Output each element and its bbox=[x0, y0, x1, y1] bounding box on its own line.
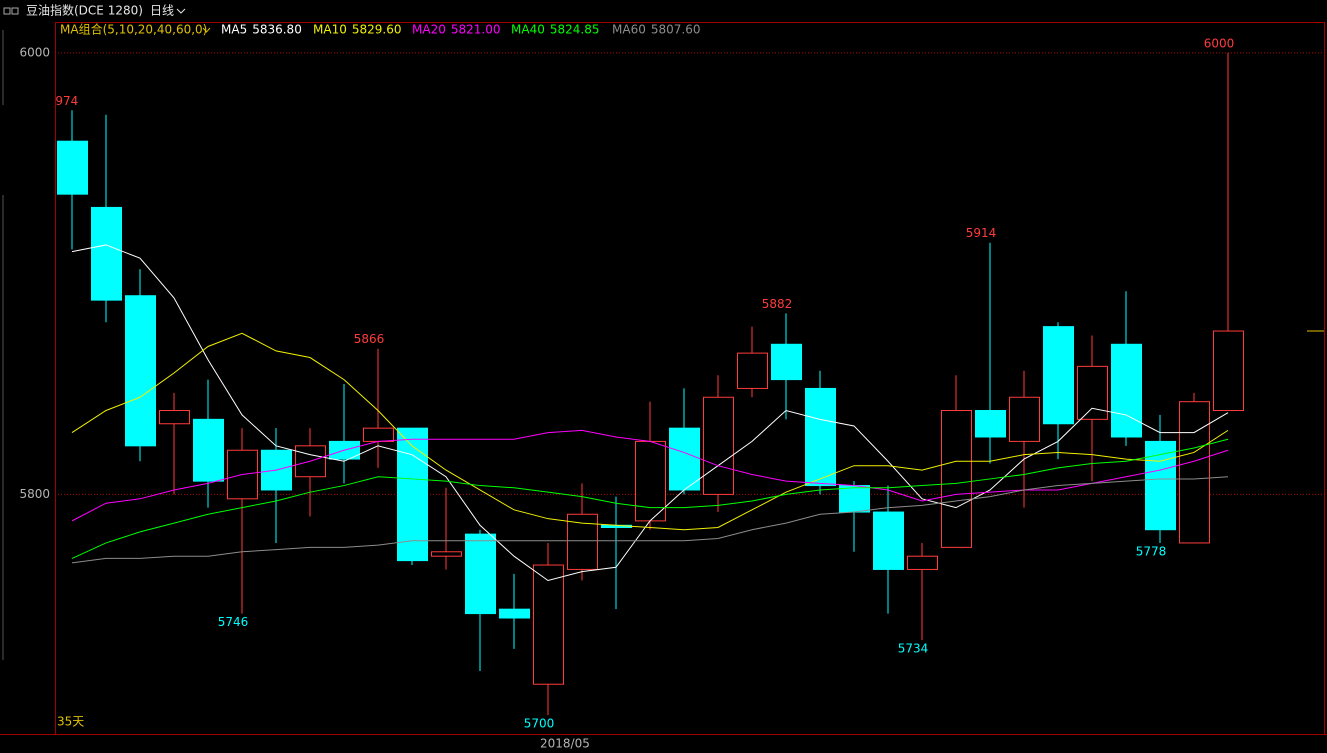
candle-body bbox=[771, 343, 802, 381]
candle-body bbox=[703, 396, 734, 495]
legend-dropdown[interactable] bbox=[202, 27, 211, 33]
x-tick-label: 2018/05 bbox=[540, 737, 590, 751]
legend-name[interactable]: MA60 bbox=[612, 23, 646, 37]
dropdown-arrow[interactable] bbox=[176, 8, 186, 14]
candle-body bbox=[941, 410, 972, 548]
candle-body bbox=[91, 206, 122, 301]
legend-value: 5824.85 bbox=[550, 23, 600, 37]
y-tick-label: 6000 bbox=[19, 45, 50, 59]
legend-name[interactable]: MA10 bbox=[313, 23, 347, 37]
legend-name[interactable]: MA40 bbox=[511, 23, 545, 37]
candle-body bbox=[805, 387, 836, 487]
candle-body bbox=[57, 140, 88, 195]
candle-body bbox=[431, 551, 462, 557]
icon bbox=[3, 7, 11, 15]
legend-value: 5807.60 bbox=[651, 23, 701, 37]
ma-line bbox=[71, 332, 1229, 531]
candle-body bbox=[1043, 326, 1074, 425]
candle-body bbox=[975, 410, 1006, 438]
candle-body bbox=[907, 555, 938, 570]
period-count: 35天 bbox=[57, 715, 84, 729]
period-selector[interactable]: 日线 bbox=[150, 4, 174, 18]
candle-body bbox=[873, 511, 904, 570]
low-label: 5778 bbox=[1136, 544, 1167, 558]
high-label: 5882 bbox=[762, 297, 793, 311]
legend-name[interactable]: MA20 bbox=[412, 23, 446, 37]
legend-value: 5829.60 bbox=[352, 23, 402, 37]
candle-body bbox=[499, 608, 530, 619]
candle-body bbox=[1009, 396, 1040, 442]
ma-line bbox=[71, 429, 1229, 522]
candle-body bbox=[125, 295, 156, 447]
ma-line bbox=[71, 476, 1229, 564]
low-label: 5734 bbox=[898, 642, 929, 656]
chart-title: 豆油指数(DCE 1280) bbox=[26, 3, 143, 18]
candle-body bbox=[363, 427, 394, 442]
candle-body bbox=[1213, 330, 1244, 412]
legend-name[interactable]: MA5 bbox=[221, 23, 247, 37]
ma-line bbox=[71, 244, 1229, 582]
candle-body bbox=[1111, 343, 1142, 438]
legend-value: 5821.00 bbox=[451, 23, 501, 37]
low-label: 5700 bbox=[524, 717, 555, 731]
candle-body bbox=[567, 513, 598, 570]
high-label: 5866 bbox=[354, 332, 385, 346]
candle-body bbox=[533, 564, 564, 685]
candle-body bbox=[669, 427, 700, 491]
low-label: 5746 bbox=[218, 615, 249, 629]
top-bar: 豆油指数(DCE 1280) 日线 bbox=[3, 3, 186, 18]
candle-body bbox=[737, 352, 768, 389]
candle-body bbox=[159, 410, 190, 425]
ma-line bbox=[71, 438, 1229, 559]
candle-body bbox=[465, 533, 496, 615]
legend-title[interactable]: MA组合(5,10,20,40,60,0) bbox=[60, 22, 207, 37]
legend-value: 5836.80 bbox=[252, 23, 302, 37]
y-tick-label: 5800 bbox=[19, 487, 50, 501]
high-label: 5914 bbox=[966, 226, 997, 240]
icon bbox=[11, 7, 19, 15]
candle-body bbox=[1077, 365, 1108, 420]
high-label: 6000 bbox=[1204, 36, 1235, 50]
candle-body bbox=[193, 418, 224, 482]
candle-body bbox=[261, 449, 292, 491]
plot-area: 5974 5866 5882 5914 6000 5746 5700 5734 5778 bbox=[48, 36, 1324, 731]
candle-body bbox=[397, 427, 428, 562]
candle-body bbox=[1179, 401, 1210, 544]
high-label: 5974 bbox=[48, 94, 79, 108]
candle-body bbox=[839, 485, 870, 513]
candle-body bbox=[635, 440, 666, 522]
